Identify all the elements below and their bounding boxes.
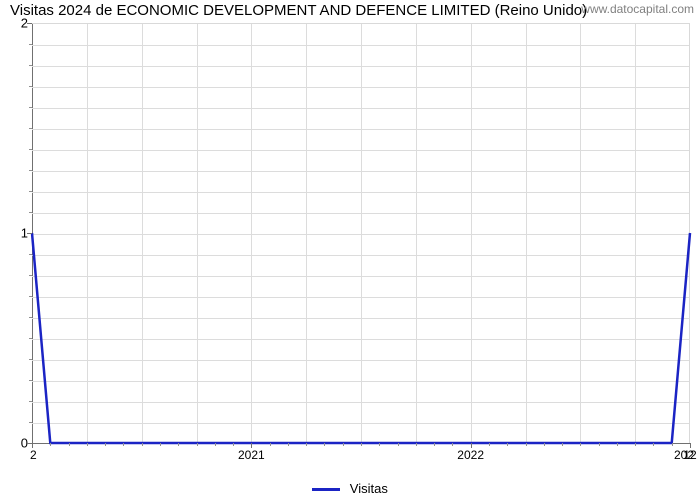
y-minor-tick (29, 212, 32, 213)
y-minor-tick (29, 254, 32, 255)
x-minor-tick (452, 443, 453, 446)
y-minor-tick (29, 170, 32, 171)
x-minor-tick (178, 443, 179, 446)
x-minor-tick (672, 443, 673, 446)
x-minor-tick (324, 443, 325, 446)
x-minor-tick (270, 443, 271, 446)
watermark-text: www.datocapital.com (581, 2, 694, 16)
x-minor-tick (123, 443, 124, 446)
x-minor-tick (416, 443, 417, 446)
x-tick-label: 2021 (238, 448, 265, 462)
y-tick-mark (27, 233, 32, 234)
y-tick-label: 0 (6, 436, 28, 451)
x-minor-tick (50, 443, 51, 446)
x-minor-tick (361, 443, 362, 446)
x-minor-tick (288, 443, 289, 446)
y-minor-tick (29, 359, 32, 360)
x-minor-tick (379, 443, 380, 446)
legend: Visitas (0, 481, 700, 496)
x-minor-tick (160, 443, 161, 446)
x-tick-label: 2022 (457, 448, 484, 462)
y-tick-mark (27, 23, 32, 24)
x-minor-tick (197, 443, 198, 446)
x-minor-tick (142, 443, 143, 446)
x-minor-tick (398, 443, 399, 446)
x-minor-tick (507, 443, 508, 446)
y-minor-tick (29, 317, 32, 318)
x-minor-tick (526, 443, 527, 446)
y-minor-tick (29, 275, 32, 276)
x-minor-tick (562, 443, 563, 446)
x-minor-tick (489, 443, 490, 446)
y-minor-tick (29, 107, 32, 108)
y-minor-tick (29, 86, 32, 87)
x-minor-tick (87, 443, 88, 446)
x-minor-tick (635, 443, 636, 446)
x-minor-tick (544, 443, 545, 446)
x-minor-tick (653, 443, 654, 446)
y-minor-tick (29, 338, 32, 339)
x-minor-tick (233, 443, 234, 446)
y-minor-tick (29, 422, 32, 423)
y-tick-label: 2 (6, 16, 28, 31)
x-minor-tick (580, 443, 581, 446)
chart-title: Visitas 2024 de ECONOMIC DEVELOPMENT AND… (10, 2, 587, 19)
line-series (32, 23, 690, 443)
chart-container: { "chart": { "type": "line", "title": "V… (0, 0, 700, 500)
y-minor-tick (29, 191, 32, 192)
x-minor-tick (434, 443, 435, 446)
legend-swatch (312, 488, 340, 491)
legend-label: Visitas (350, 481, 388, 496)
x-left-boundary-label: 2 (30, 448, 37, 462)
y-minor-tick (29, 401, 32, 402)
y-minor-tick (29, 380, 32, 381)
x-minor-tick (617, 443, 618, 446)
x-minor-tick (306, 443, 307, 446)
y-minor-tick (29, 128, 32, 129)
y-minor-tick (29, 296, 32, 297)
y-minor-tick (29, 44, 32, 45)
x-minor-tick (105, 443, 106, 446)
y-tick-label: 1 (6, 226, 28, 241)
y-minor-tick (29, 65, 32, 66)
x-tick-label: 12 (683, 448, 696, 462)
x-tick-mark (32, 443, 33, 448)
y-minor-tick (29, 149, 32, 150)
x-minor-tick (599, 443, 600, 446)
x-minor-tick (343, 443, 344, 446)
x-minor-tick (69, 443, 70, 446)
x-minor-tick (215, 443, 216, 446)
